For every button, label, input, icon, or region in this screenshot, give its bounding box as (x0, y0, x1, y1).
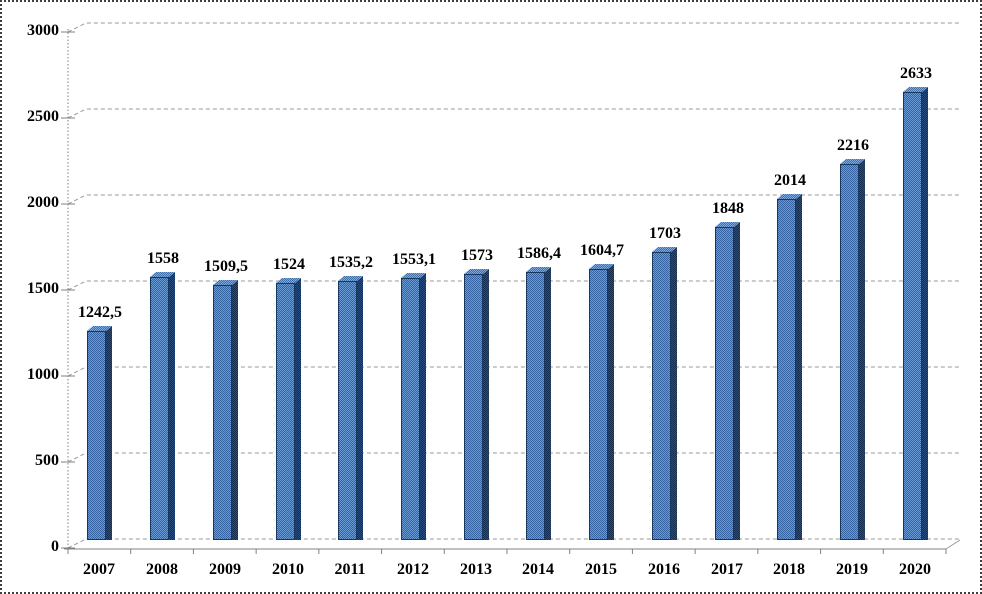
bar-value-label: 1573 (461, 247, 493, 264)
x-tick-label: 2009 (209, 561, 241, 578)
bar-2016 (652, 252, 671, 540)
y-tick-label: 500 (35, 452, 59, 469)
bar-side-face (671, 247, 677, 540)
bar-side-face (608, 264, 614, 540)
bar-2018 (777, 199, 796, 540)
bar-side-face (545, 267, 551, 540)
bar-value-label: 1509,5 (204, 258, 248, 275)
bar-top-face (401, 273, 426, 278)
bar-side-face (859, 159, 865, 540)
bar-side-face (922, 87, 928, 540)
x-tick-label: 2012 (397, 561, 429, 578)
bar-top-face (276, 278, 301, 283)
bar-side-face (734, 222, 740, 540)
bar-value-label: 2216 (837, 137, 869, 154)
bar-top-face (526, 267, 551, 272)
x-tick-label: 2010 (272, 561, 304, 578)
bar-2008 (150, 277, 169, 540)
bar-top-face (150, 272, 175, 277)
bar-2013 (464, 274, 483, 540)
x-tick-label: 2017 (711, 561, 743, 578)
bar-top-face (903, 87, 928, 92)
bar-side-face (232, 280, 238, 540)
bar-side-face (106, 326, 112, 540)
x-tick-label: 2013 (460, 561, 492, 578)
bar-top-face (87, 326, 112, 331)
y-tick-label: 3000 (27, 22, 59, 39)
bar-value-label: 1848 (712, 200, 744, 217)
bar-value-label: 2633 (900, 65, 932, 82)
bar-value-label: 1703 (649, 225, 681, 242)
bar-side-face (483, 269, 489, 540)
bar-2014 (526, 272, 545, 540)
bar-value-label: 1524 (273, 256, 305, 273)
x-ticks (67, 549, 947, 554)
bar-2015 (589, 269, 608, 540)
bar-side-face (295, 278, 301, 540)
bar-2012 (401, 278, 420, 540)
x-tick-label: 2014 (522, 561, 554, 578)
y-tick-label: 1000 (27, 366, 59, 383)
y-tick-label: 1500 (27, 280, 59, 297)
x-tick-label: 2008 (146, 561, 178, 578)
bar-value-label: 1242,5 (78, 304, 122, 321)
bar-value-label: 2014 (774, 172, 806, 189)
x-tick-label: 2016 (648, 561, 680, 578)
x-tick-label: 2007 (83, 561, 115, 578)
x-tick-label: 2019 (836, 561, 868, 578)
bar-2020 (903, 92, 922, 540)
bar-2019 (840, 164, 859, 540)
bar-top-face (777, 194, 802, 199)
bar-value-label: 1535,2 (329, 254, 373, 271)
bar-2011 (338, 281, 357, 540)
bar-side-face (796, 194, 802, 540)
bar-top-face (715, 222, 740, 227)
floor-right-edge (945, 539, 961, 550)
bar-value-label: 1586,4 (517, 245, 561, 262)
bar-2010 (276, 283, 295, 540)
y-ticks (61, 31, 75, 549)
bar-top-face (589, 264, 614, 269)
y-tick-label: 2500 (27, 108, 59, 125)
x-tick-label: 2018 (773, 561, 805, 578)
bar-side-face (169, 272, 175, 540)
bar-value-label: 1558 (147, 250, 179, 267)
bar-top-face (464, 269, 489, 274)
x-tick-label: 2011 (334, 561, 366, 578)
bar-top-face (338, 276, 363, 281)
bar-side-face (420, 273, 426, 540)
bar-2017 (715, 227, 734, 540)
bar-top-face (213, 280, 238, 285)
x-tick-label: 2020 (899, 561, 931, 578)
gridlines (67, 22, 960, 549)
bar-top-face (840, 159, 865, 164)
bar-value-label: 1553,1 (392, 251, 436, 268)
y-tick-label: 0 (51, 538, 59, 555)
bar-2007 (87, 331, 106, 540)
y-tick-label: 2000 (27, 194, 59, 211)
bar-side-face (357, 276, 363, 540)
bar-value-label: 1604,7 (580, 242, 624, 259)
x-tick-label: 2015 (585, 561, 617, 578)
bar-2009 (213, 285, 232, 540)
bar-top-face (652, 247, 677, 252)
